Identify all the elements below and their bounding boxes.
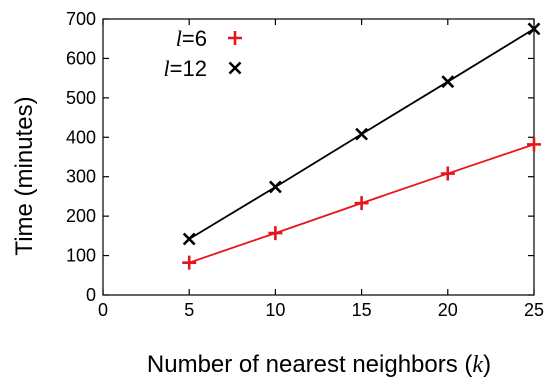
y-tick-label: 500 [66, 88, 96, 108]
series-layer [182, 22, 541, 270]
y-tick-label: 600 [66, 48, 96, 68]
data-point [354, 196, 369, 211]
x-tick-label: 5 [184, 300, 194, 320]
legend-marker [228, 31, 242, 45]
data-point [182, 255, 197, 270]
data-point [355, 127, 369, 141]
legend-label-value: =12 [170, 56, 207, 81]
y-tick-label: 0 [86, 285, 96, 305]
legend-label-value: =6 [182, 26, 207, 51]
legend-label-var: l [176, 26, 182, 51]
legend-label: l=6 [176, 26, 207, 51]
x-tick-label: 10 [265, 300, 285, 320]
x-tick-label: 0 [98, 300, 108, 320]
data-point [268, 180, 282, 194]
y-axis-label: Time (minutes) [11, 96, 38, 255]
legend-label-var: l [164, 56, 170, 81]
y-tick-label: 200 [66, 206, 96, 226]
x-axis-label-var: k [472, 352, 483, 378]
data-point [527, 22, 541, 36]
legend-entry-1: l=6 [176, 26, 242, 51]
legend-entry-2: l=12 [164, 56, 242, 81]
x-tick-label: 20 [438, 300, 458, 320]
x-tick-label: 15 [352, 300, 372, 320]
y-tick-label: 400 [66, 127, 96, 147]
data-point [527, 137, 541, 152]
series-1 [182, 137, 541, 270]
y-tick-label: 700 [66, 9, 96, 29]
legend-marker [228, 61, 242, 75]
data-point [182, 232, 196, 246]
data-point [268, 226, 283, 241]
y-tick-label: 300 [66, 167, 96, 187]
series-2 [182, 22, 541, 246]
x-axis-label: Number of nearest neighbors (k) [147, 351, 491, 378]
plot-axes: 0 5 10 15 20 25 0 100 200 300 400 500 600 700 [66, 9, 544, 320]
y-tick-label: 100 [66, 246, 96, 266]
data-point [441, 75, 455, 89]
plot-frame [102, 18, 535, 296]
legend-label: l=12 [164, 56, 207, 81]
x-tick-label: 25 [524, 300, 544, 320]
x-axis-label-text: Number of nearest neighbors [147, 351, 458, 378]
legend: l=6l=12 [164, 26, 242, 81]
data-point [440, 166, 455, 181]
